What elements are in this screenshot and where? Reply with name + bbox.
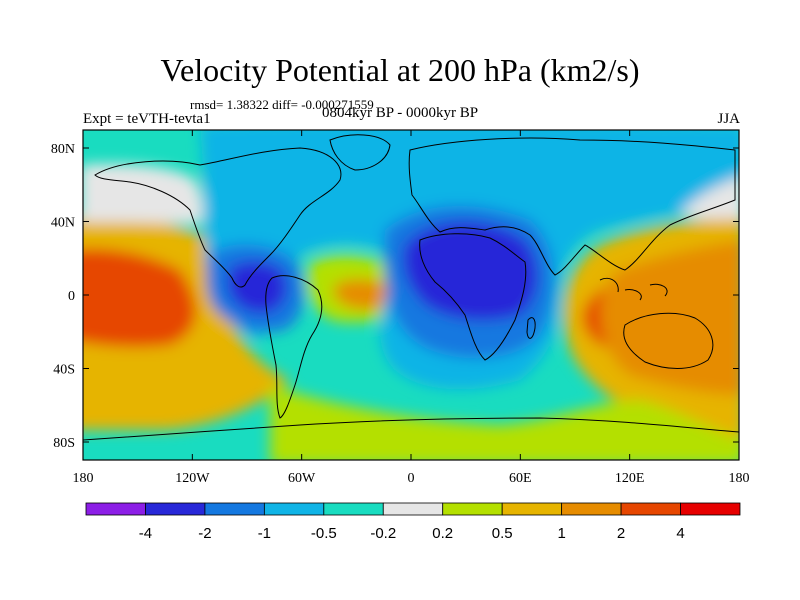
lon-tick-label: 120W — [175, 471, 210, 486]
chart-title: Velocity Potential at 200 hPa (km2/s) — [160, 52, 640, 88]
colorbar-swatch — [145, 502, 206, 516]
colorbar-label: -0.2 — [370, 525, 396, 542]
eurasia-coast — [408, 137, 736, 276]
colorbar-label: 2 — [617, 525, 625, 542]
lat-tick-label: 40N — [51, 216, 75, 231]
lon-tick-label: 180 — [73, 471, 94, 486]
colorbar-swatch — [442, 502, 503, 516]
experiment-label: Expt = teVTH-tevta1 — [83, 111, 211, 127]
lat-tick-label: 80S — [53, 436, 75, 451]
lon-tick-label: 60E — [509, 471, 532, 486]
colorbar-label: 0.2 — [432, 525, 453, 542]
greenland-coast — [329, 134, 391, 171]
lat-tick-label: 80N — [51, 142, 75, 157]
pacific-red-region — [83, 248, 196, 348]
colorbar-swatch — [501, 502, 563, 516]
australia-coast — [623, 312, 714, 369]
lon-tick-label: 60W — [288, 471, 316, 486]
lat-tick-label: 40S — [53, 363, 75, 378]
colorbar-swatch — [204, 502, 265, 516]
colorbar-label: 0.5 — [492, 525, 513, 542]
colorbar-label: -2 — [198, 525, 211, 542]
colorbar-label: -4 — [139, 525, 152, 542]
colorbar-swatch — [263, 502, 325, 516]
season-label: JJA — [717, 111, 740, 127]
colorbar-label: -1 — [258, 525, 271, 542]
coastlines — [83, 134, 739, 441]
atlantic-orange-cell — [333, 279, 399, 310]
lon-tick-label: 180 — [729, 471, 750, 486]
rmsd-diff-stats: rmsd= 1.38322 diff= -0.000271559 — [190, 97, 374, 112]
south-america-coast — [265, 275, 323, 419]
north-indian-grey-band — [680, 177, 739, 220]
lon-tick-label: 120E — [615, 471, 645, 486]
colorbar-swatch — [561, 502, 622, 516]
north-pacific-grey-band — [83, 163, 204, 225]
colorbar-swatch — [382, 502, 444, 516]
longitude-axis: 180 120W 60W 0 60E 120E 180 — [73, 130, 750, 486]
africa-coast — [419, 233, 527, 361]
colorbar-label: 4 — [676, 525, 684, 542]
period-label: 0804kyr BP - 0000kyr BP — [322, 105, 479, 121]
maritime-continent-coast — [599, 277, 668, 301]
colorbar: -4 -2 -1 -0.5 -0.2 0.2 0.5 1 2 4 — [85, 502, 741, 542]
colorbar-swatch — [680, 502, 741, 516]
lon-tick-label: 0 — [408, 471, 415, 486]
colorbar-swatch — [323, 502, 384, 516]
north-america-coast — [94, 147, 342, 288]
lat-tick-label: 0 — [68, 289, 75, 304]
contour-field — [83, 130, 739, 460]
colorbar-label: -0.5 — [311, 525, 337, 542]
madagascar-coast — [526, 317, 536, 339]
antarctica-coast — [83, 417, 739, 441]
colorbar-label: 1 — [557, 525, 565, 542]
colorbar-swatch — [620, 502, 681, 516]
west-pacific-dark-orange — [600, 240, 739, 395]
colorbar-swatch — [85, 502, 146, 516]
southern-green-band — [270, 385, 739, 460]
latitude-axis: 80N 40N 0 40S 80S — [51, 142, 739, 451]
americas-dark-blue-core — [228, 261, 287, 314]
